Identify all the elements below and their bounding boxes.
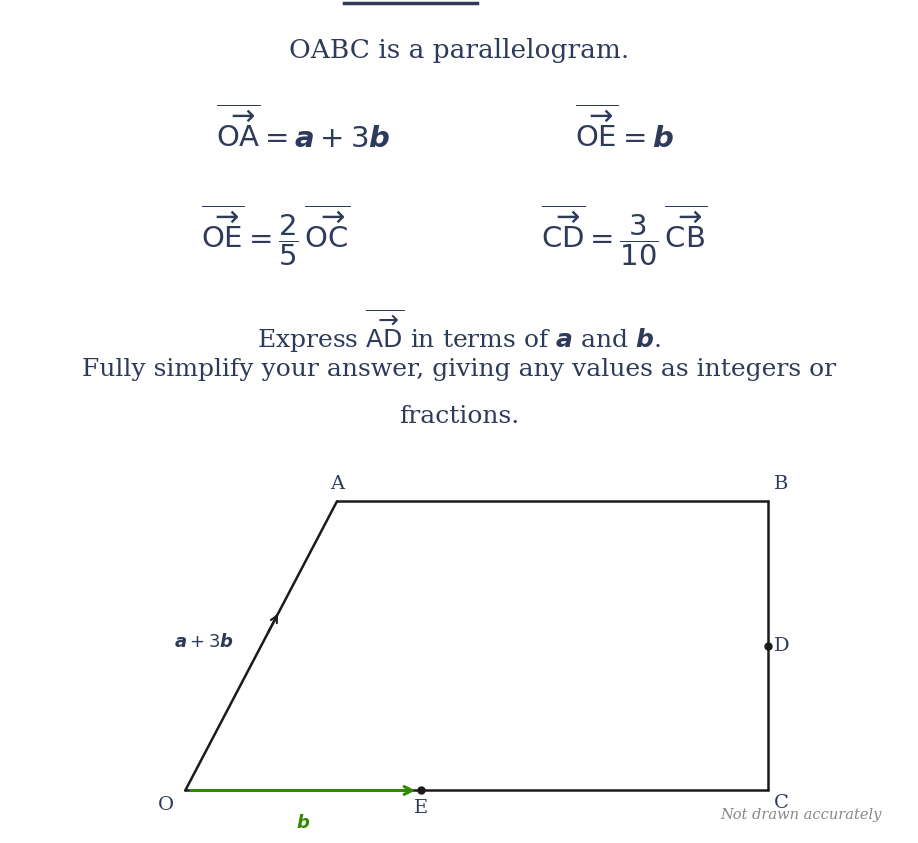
- Text: $\boldsymbol{b}$: $\boldsymbol{b}$: [296, 814, 310, 832]
- Text: A: A: [330, 475, 344, 493]
- Text: OABC is a parallelogram.: OABC is a parallelogram.: [289, 38, 629, 63]
- Text: $\overline{\overrightarrow{\mathrm{OA}}} = \boldsymbol{a} + 3\boldsymbol{b}$: $\overline{\overrightarrow{\mathrm{OA}}}…: [216, 105, 390, 153]
- Text: $\overline{\overrightarrow{\mathrm{CD}}} = \dfrac{3}{10}\,\overline{\overrightar: $\overline{\overrightarrow{\mathrm{CD}}}…: [541, 202, 708, 268]
- Text: $\boldsymbol{a}+3\boldsymbol{b}$: $\boldsymbol{a}+3\boldsymbol{b}$: [174, 632, 233, 651]
- Text: E: E: [414, 798, 428, 817]
- Text: B: B: [774, 475, 789, 493]
- Text: $\overline{\overrightarrow{\mathrm{OE}}} = \boldsymbol{b}$: $\overline{\overrightarrow{\mathrm{OE}}}…: [575, 105, 674, 153]
- Text: O: O: [158, 796, 174, 813]
- Text: C: C: [774, 793, 789, 812]
- Text: $\overline{\overrightarrow{\mathrm{OE}}} = \dfrac{2}{5}\,\overline{\overrightarr: $\overline{\overrightarrow{\mathrm{OE}}}…: [201, 202, 350, 268]
- Text: Not drawn accurately: Not drawn accurately: [720, 808, 881, 822]
- Text: Fully simplify your answer, giving any values as integers or: Fully simplify your answer, giving any v…: [82, 358, 836, 381]
- Text: D: D: [774, 636, 789, 655]
- Text: fractions.: fractions.: [399, 405, 519, 427]
- Text: Express $\overline{\overrightarrow{\mathrm{AD}}}$ in terms of $\boldsymbol{a}$ a: Express $\overline{\overrightarrow{\math…: [257, 308, 661, 355]
